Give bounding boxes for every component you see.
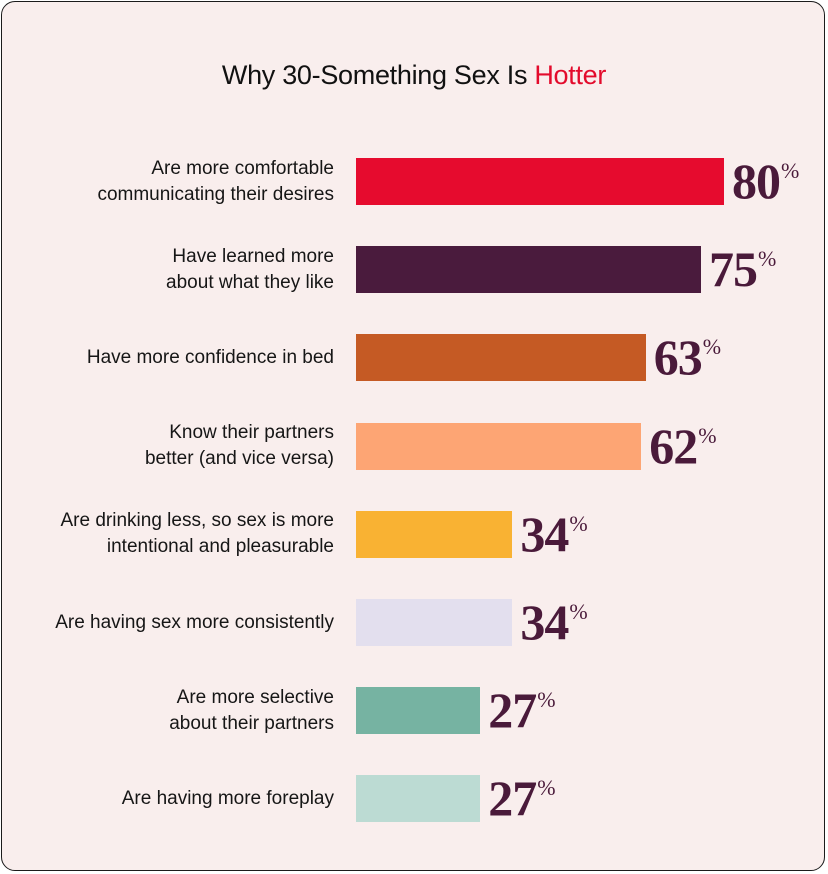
bar — [356, 687, 481, 735]
bar — [356, 158, 724, 205]
bar-value-number: 62 — [649, 417, 698, 474]
bar-value-number: 75 — [709, 241, 758, 298]
bar-value-label: 34% — [520, 597, 587, 647]
bar-value-percent-sign: % — [569, 510, 588, 536]
bar-value-percent-sign: % — [698, 422, 717, 448]
bar-value-number: 27 — [488, 770, 537, 827]
chart-title-highlight: Hotter — [534, 60, 607, 90]
bar-label: Have learned more about what they like — [166, 245, 334, 293]
bar-value-percent-sign: % — [781, 158, 800, 183]
bar-value-percent-sign: % — [537, 775, 556, 801]
chart-title: Why 30-Something Sex Is Hotter — [0, 60, 828, 91]
bar — [356, 334, 646, 382]
bar — [356, 599, 513, 646]
chart-title-prefix: Why 30-Something Sex Is — [221, 60, 535, 90]
bar-value-label: 27% — [488, 685, 555, 735]
bar-label: Are having sex more consistently — [55, 611, 334, 633]
bar-value-number: 27 — [488, 682, 537, 739]
bar-value-label: 80% — [732, 156, 799, 206]
bar-value-number: 34 — [520, 505, 569, 562]
bar-value-label: 34% — [520, 509, 587, 559]
bar-label: Have more confidence in bed — [86, 346, 334, 368]
bar-value-percent-sign: % — [569, 599, 588, 624]
bar-value-number: 80 — [732, 153, 781, 209]
bar-label: Are more selective about their partners — [169, 686, 334, 734]
bar — [356, 422, 642, 470]
bar-value-label: 27% — [488, 773, 555, 823]
bar-value-percent-sign: % — [758, 246, 777, 272]
bar — [356, 246, 701, 294]
bar-value-label: 62% — [649, 421, 716, 471]
bar-value-number: 63 — [653, 329, 703, 386]
bar-label: Know their partners better (and vice ver… — [144, 422, 334, 470]
bar-value-percent-sign: % — [702, 334, 722, 360]
bar-value-label: 75% — [709, 244, 776, 294]
bar-value-number: 34 — [520, 594, 569, 650]
bar-label: Are having more foreplay — [121, 787, 334, 809]
bar — [356, 510, 513, 558]
bar-label: Are drinking less, so sex is more intent… — [60, 510, 335, 558]
bar-label: Are more comfortable communicating their… — [97, 157, 334, 205]
bar-value-label: 63% — [654, 332, 721, 382]
bar-value-percent-sign: % — [537, 687, 556, 713]
bar — [356, 775, 481, 823]
